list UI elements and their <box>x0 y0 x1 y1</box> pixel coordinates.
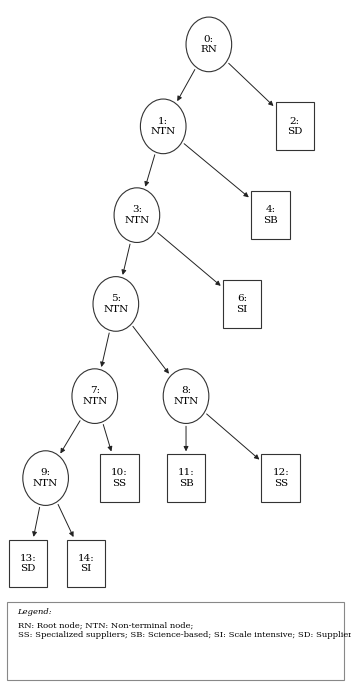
Text: 8:
NTN: 8: NTN <box>173 387 199 406</box>
Ellipse shape <box>163 369 209 423</box>
Text: 13:
SD: 13: SD <box>20 554 37 573</box>
Text: 10:
SS: 10: SS <box>111 469 128 488</box>
FancyBboxPatch shape <box>67 540 105 587</box>
Text: 0:
RN: 0: RN <box>200 35 217 54</box>
FancyBboxPatch shape <box>167 454 205 502</box>
Ellipse shape <box>186 17 232 72</box>
FancyBboxPatch shape <box>261 454 300 502</box>
Ellipse shape <box>23 451 68 505</box>
Text: 12:
SS: 12: SS <box>272 469 289 488</box>
FancyBboxPatch shape <box>223 280 261 328</box>
Ellipse shape <box>72 369 118 423</box>
Text: 4:
SB: 4: SB <box>263 206 278 225</box>
Text: 9:
NTN: 9: NTN <box>33 469 58 488</box>
Text: 14:
SI: 14: SI <box>78 554 94 573</box>
Ellipse shape <box>114 188 160 242</box>
Text: 3:
NTN: 3: NTN <box>124 206 150 225</box>
Ellipse shape <box>93 277 139 331</box>
Text: 1:
NTN: 1: NTN <box>151 117 176 136</box>
FancyBboxPatch shape <box>7 602 344 680</box>
Text: 7:
NTN: 7: NTN <box>82 387 107 406</box>
Text: 11:
SB: 11: SB <box>178 469 194 488</box>
Text: RN: Root node; NTN: Non-terminal node;
SS: Specialized suppliers; SB: Science-ba: RN: Root node; NTN: Non-terminal node; S… <box>18 622 351 639</box>
FancyBboxPatch shape <box>251 191 290 239</box>
Text: Legend:: Legend: <box>18 608 52 616</box>
FancyBboxPatch shape <box>276 102 314 150</box>
Text: 5:
NTN: 5: NTN <box>103 294 128 313</box>
FancyBboxPatch shape <box>9 540 47 587</box>
FancyBboxPatch shape <box>100 454 139 502</box>
Ellipse shape <box>140 99 186 154</box>
Text: 6:
SI: 6: SI <box>237 294 248 313</box>
Text: 2:
SD: 2: SD <box>287 117 303 136</box>
